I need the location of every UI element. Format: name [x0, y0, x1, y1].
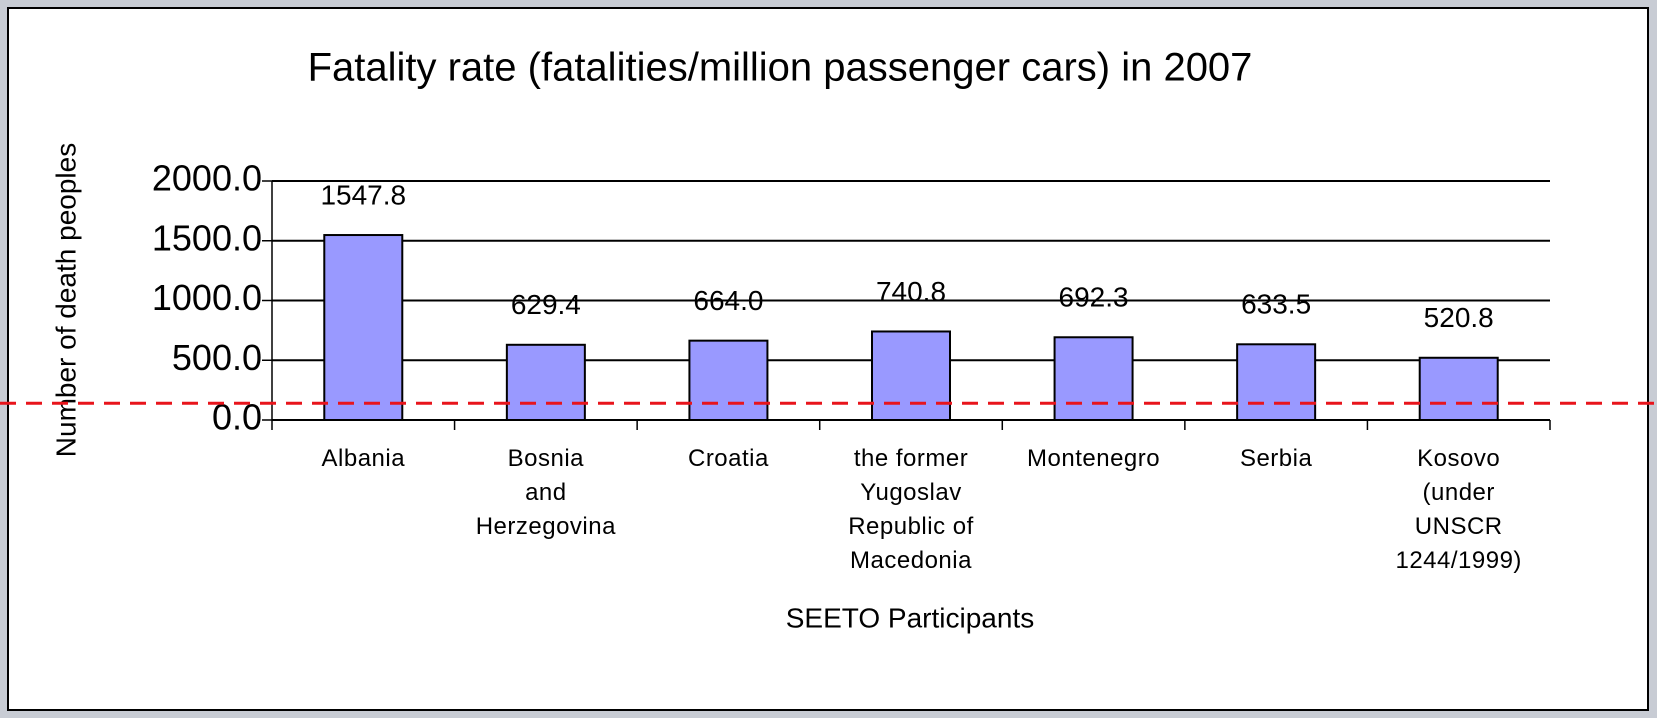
bar — [871, 330, 951, 421]
bar — [1236, 343, 1317, 421]
bar — [505, 343, 586, 422]
bar — [1053, 336, 1134, 421]
x-axis-title: SEETO Participants — [786, 602, 1034, 633]
y-tick-label: 2000.0 — [152, 158, 262, 199]
x-tick-label: Kosovo (under UNSCR 1244/1999) — [1395, 445, 1522, 574]
value-label: 740.8 — [876, 276, 946, 307]
x-tick-label: Montenegro — [1027, 445, 1161, 472]
bar — [1418, 356, 1499, 422]
y-tick-label: 1500.0 — [152, 217, 262, 258]
value-label: 692.3 — [1059, 282, 1129, 313]
x-tick-label: Croatia — [687, 445, 769, 472]
value-label: 520.8 — [1424, 302, 1494, 333]
value-label: 664.0 — [693, 285, 763, 316]
value-label: 1547.8 — [320, 179, 406, 210]
x-tick-label: Bosnia and Herzegovina — [475, 445, 616, 540]
x-tick-label: the former Yugoslav Republic of Macedoni… — [848, 445, 974, 574]
bar — [688, 339, 769, 422]
y-tick-label: 500.0 — [172, 337, 262, 378]
value-label: 633.5 — [1241, 289, 1311, 320]
y-tick-label: 1000.0 — [152, 277, 262, 318]
value-label: 629.4 — [511, 289, 581, 320]
chart-title: Fatality rate (fatalities/million passen… — [308, 46, 1253, 90]
x-tick-label: Serbia — [1239, 445, 1313, 472]
bar — [323, 234, 404, 421]
chart-frame — [7, 7, 1649, 711]
x-tick-label: Albania — [321, 445, 406, 472]
y-axis-title: Number of death peoples — [50, 143, 81, 457]
